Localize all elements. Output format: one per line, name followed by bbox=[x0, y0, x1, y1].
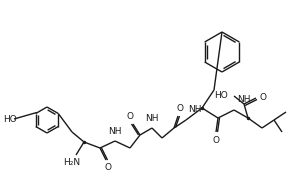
Text: H₂N: H₂N bbox=[63, 158, 80, 167]
Text: NH: NH bbox=[188, 105, 202, 114]
Text: O: O bbox=[176, 104, 184, 113]
Text: O: O bbox=[213, 136, 219, 145]
Text: NH: NH bbox=[237, 95, 251, 104]
Text: O: O bbox=[104, 163, 112, 172]
Text: HO: HO bbox=[3, 115, 17, 123]
Text: O: O bbox=[259, 92, 266, 102]
Text: NH: NH bbox=[108, 127, 122, 136]
Text: NH: NH bbox=[145, 114, 159, 123]
Text: HO: HO bbox=[214, 90, 228, 100]
Text: O: O bbox=[126, 112, 133, 121]
